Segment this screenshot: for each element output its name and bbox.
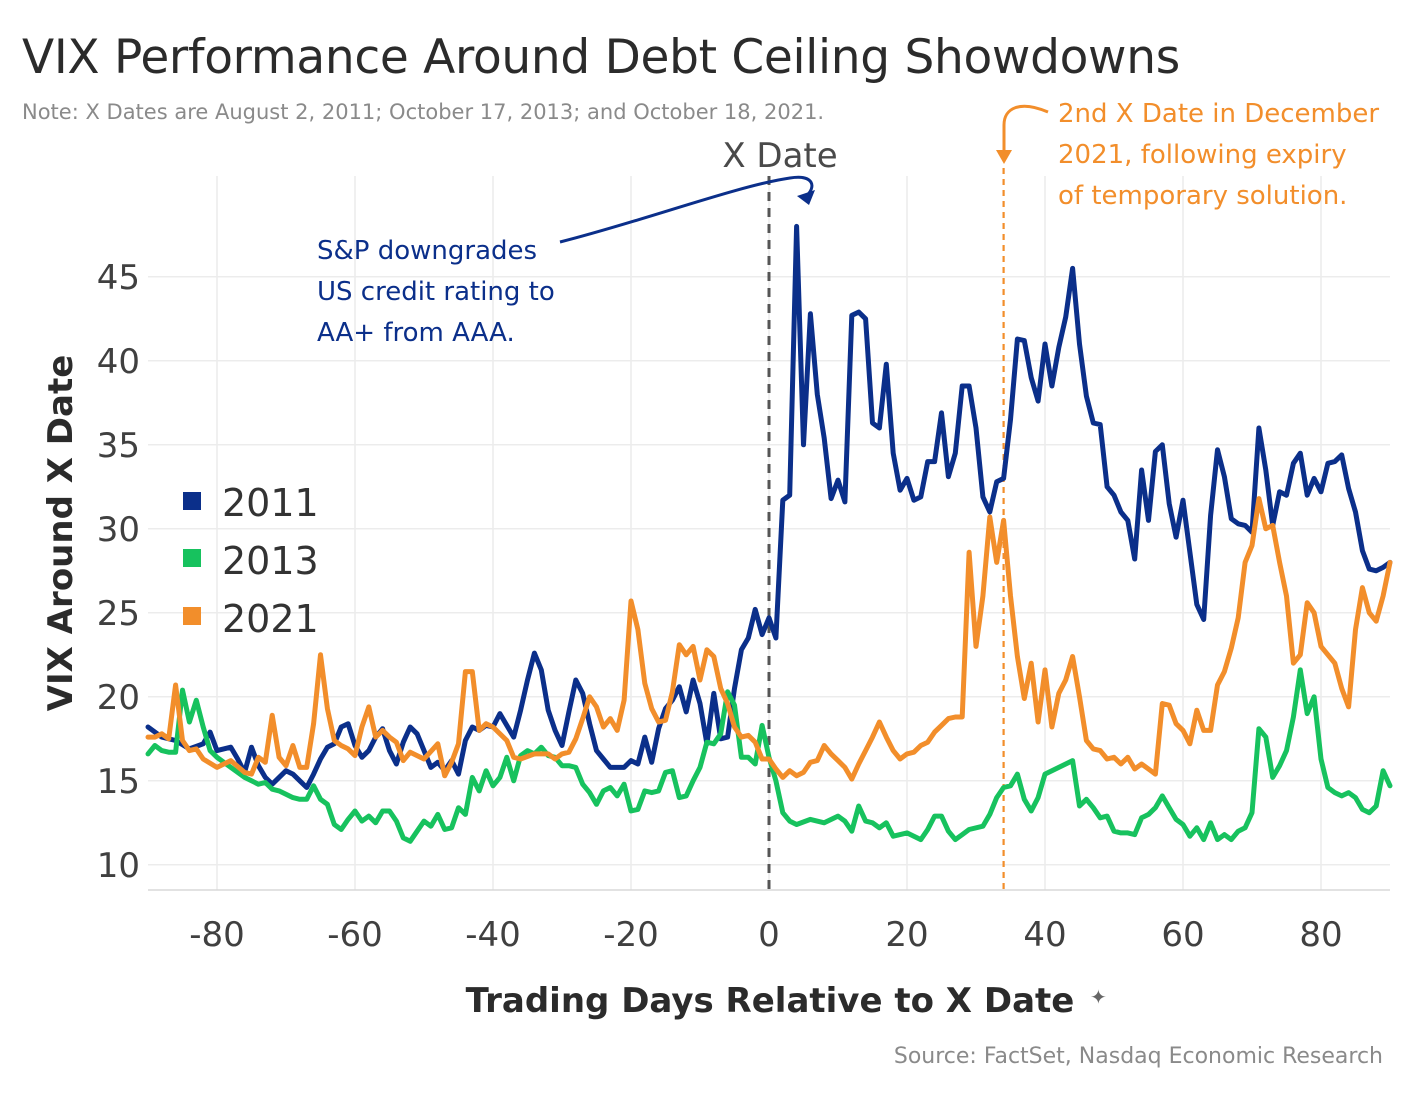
series-line-2011[interactable] <box>145 223 1393 790</box>
annotation-second-line-1: 2nd X Date in December <box>1058 99 1379 129</box>
annotation-sp-line-2: US credit rating to <box>317 277 555 307</box>
annotation-sp-arrow <box>559 175 814 244</box>
annotation-sp-arrowhead <box>797 190 815 205</box>
y-tick-labels: 10 15 20 25 30 35 40 45 <box>97 258 140 886</box>
annotation-sp-line-3: AA+ from AAA. <box>317 318 515 348</box>
x-tick-label: 80 <box>1299 915 1342 955</box>
y-tick-label: 10 <box>97 846 140 886</box>
annotation-second-x-date: 2nd X Date in December 2021, following e… <box>996 99 1379 211</box>
legend: 2011 2013 2021 <box>183 481 319 641</box>
series-line-2021[interactable] <box>145 496 1393 782</box>
x-tick-label: -40 <box>465 915 521 955</box>
x-axis-title: Trading Days Relative to X Date <box>466 981 1075 1021</box>
x-tick-label: -80 <box>189 915 245 955</box>
legend-label-2013[interactable]: 2013 <box>222 539 319 583</box>
series-line-2013[interactable] <box>145 667 1393 844</box>
x-date-label: X Date <box>722 136 837 176</box>
x-tick-label: 20 <box>885 915 928 955</box>
annotation-second-arrow <box>1002 104 1049 150</box>
y-tick-label: 25 <box>97 594 140 634</box>
annotation-sp-downgrade: S&P downgrades US credit rating to AA+ f… <box>317 175 815 348</box>
annotation-sp-line-1: S&P downgrades <box>317 236 537 266</box>
y-tick-label: 20 <box>97 678 140 718</box>
y-tick-label: 35 <box>97 426 140 466</box>
legend-label-2011[interactable]: 2011 <box>222 481 319 525</box>
x-tick-label: -20 <box>603 915 659 955</box>
chart-title: VIX Performance Around Debt Ceiling Show… <box>22 30 1180 85</box>
pin-icon[interactable]: ✦ <box>1090 985 1107 1009</box>
annotation-second-arrowhead <box>996 150 1012 164</box>
x-tick-label: 40 <box>1023 915 1066 955</box>
legend-label-2021[interactable]: 2021 <box>222 597 319 641</box>
legend-swatch-2013[interactable] <box>183 549 201 567</box>
x-tick-label: -60 <box>327 915 383 955</box>
annotation-second-line-2: 2021, following expiry <box>1058 140 1347 170</box>
source-note: Source: FactSet, Nasdaq Economic Researc… <box>893 1044 1383 1069</box>
annotation-second-line-3: of temporary solution. <box>1058 181 1347 211</box>
legend-swatch-2021[interactable] <box>183 607 201 625</box>
y-tick-label: 30 <box>97 510 140 550</box>
reference-lines <box>767 168 1005 890</box>
x-tick-label: 60 <box>1161 915 1204 955</box>
y-tick-label: 40 <box>97 342 140 382</box>
y-axis-title: VIX Around X Date <box>41 355 81 712</box>
series-lines <box>145 223 1393 844</box>
y-tick-label: 45 <box>97 258 140 298</box>
legend-swatch-2011[interactable] <box>183 492 201 510</box>
x-tick-labels: -80 -60 -40 -20 0 20 40 60 80 <box>189 915 1342 955</box>
y-tick-label: 15 <box>97 762 140 802</box>
x-tick-label: 0 <box>758 915 780 955</box>
chart-note: Note: X Dates are August 2, 2011; Octobe… <box>22 100 825 124</box>
